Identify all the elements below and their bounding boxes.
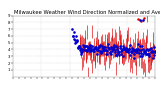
Text: Milwaukee Weather Wind Direction Normalized and Average (24 Hours) (Old): Milwaukee Weather Wind Direction Normali… <box>14 10 160 15</box>
